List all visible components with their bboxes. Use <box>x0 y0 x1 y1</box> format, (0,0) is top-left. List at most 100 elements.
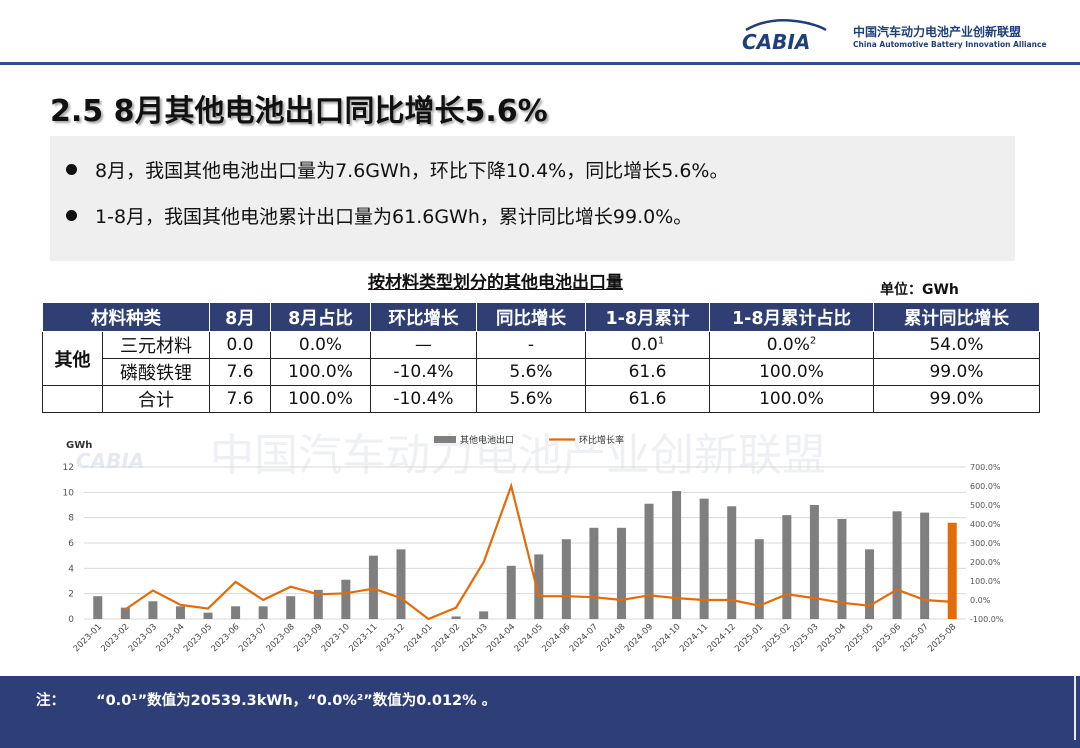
org-name-cn: 中国汽车动力电池产业创新联盟 <box>853 25 1022 39</box>
table-unit: 单位：GWh <box>880 282 959 298</box>
x-tick-label: 2024-01 <box>402 622 434 654</box>
material-cell: 磷酸铁锂 <box>102 358 210 386</box>
bar <box>231 606 241 619</box>
y-tick-label: 6 <box>68 539 74 549</box>
x-tick-label: 2024-11 <box>678 622 710 654</box>
x-tick-label: 2023-05 <box>182 622 214 654</box>
bar <box>699 498 709 619</box>
x-tick-label: 2025-08 <box>926 622 958 654</box>
x-tick-label: 2024-08 <box>595 622 627 654</box>
x-tick-label: 2023-06 <box>210 622 242 654</box>
y-axis-label: GWh <box>66 440 92 451</box>
ytd-share-cell: 100.0% <box>709 385 874 413</box>
ytd-yoy-cell: 99.0% <box>873 385 1040 413</box>
x-tick-label: 2023-07 <box>237 622 269 654</box>
aug-cell: 7.6 <box>209 358 271 386</box>
y2-tick-label: 400.0% <box>970 520 1001 529</box>
x-tick-label: 2024-06 <box>540 622 572 654</box>
ytd-cell: 61.6 <box>585 385 710 413</box>
x-tick-label: 2024-05 <box>513 622 545 654</box>
group-cell: 其他 <box>42 331 103 386</box>
bar <box>93 596 103 619</box>
ytd-share-cell: 0.0%2 <box>709 331 874 359</box>
yoy-cell: - <box>476 331 586 359</box>
header-bar: CABIA 中国汽车动力电池产业创新联盟 China Automotive Ba… <box>0 0 1080 64</box>
x-tick-label: 2024-10 <box>651 622 683 654</box>
x-tick-label: 2023-03 <box>127 622 159 654</box>
export-chart: CABIA 中国汽车动力电池产业创新联盟 0 2 4 6 8 10 12 -100.0% 0.0% 1… <box>63 430 1004 654</box>
yoy-cell: 5.6% <box>476 385 586 413</box>
bar <box>837 518 847 619</box>
bar <box>258 606 268 619</box>
ytd-value: 0.0 <box>630 335 658 355</box>
bar <box>534 554 544 619</box>
x-tick-label: 2024-02 <box>430 622 462 654</box>
x-tick-label: 2024-07 <box>568 622 600 654</box>
x-tick-label: 2023-10 <box>320 622 352 654</box>
header-divider <box>0 62 1080 65</box>
summary-bullet: 1-8月，我国其他电池累计出口量为61.6GWh，累计同比增长99.0%。 <box>66 202 692 229</box>
x-tick-label: 2025-06 <box>871 622 903 654</box>
bar <box>479 611 489 619</box>
bar <box>616 527 626 619</box>
y-tick-label: 8 <box>68 514 74 524</box>
aug-cell: 7.6 <box>209 385 271 413</box>
ytd-cell: 61.6 <box>585 358 710 386</box>
table-row: 合计 7.6 100.0% -10.4% 5.6% 61.6 100.0% 99… <box>42 385 1040 413</box>
table-header-row: 材料种类 8月 8月占比 环比增长 同比增长 1-8月累计 1-8月累计占比 累… <box>42 302 1040 332</box>
ytd-share-cell: 100.0% <box>709 358 874 386</box>
legend-bar-swatch <box>434 436 456 443</box>
cabia-logo: CABIA <box>742 19 827 52</box>
x-tick-label: 2023-08 <box>265 622 297 654</box>
summary-text: 1-8月，我国其他电池累计出口量为61.6GWh，累计同比增长99.0%。 <box>95 206 693 228</box>
org-name-en: China Automotive Battery Innovation Alli… <box>853 40 1047 49</box>
x-tick-label: 2024-12 <box>706 622 738 654</box>
legend-label: 环比增长率 <box>579 434 624 446</box>
bar <box>148 601 158 619</box>
material-cell: 合计 <box>102 385 210 413</box>
x-tick-label: 2025-05 <box>843 622 875 654</box>
y2-tick-label: 600.0% <box>970 482 1001 491</box>
bar <box>286 596 296 619</box>
legend-label: 其他电池出口 <box>460 434 514 446</box>
bar <box>782 515 792 619</box>
page-title: 2.5 8月其他电池出口同比增长5.6% <box>50 94 548 129</box>
mom-growth-line <box>124 482 953 621</box>
x-tick-label: 2023-04 <box>154 622 186 654</box>
x-tick-label: 2025-03 <box>788 622 820 654</box>
yoy-cell: 5.6% <box>476 358 586 386</box>
x-tick-label: 2025-04 <box>816 622 848 654</box>
mom-cell: -10.4% <box>370 385 477 413</box>
x-tick-label: 2023-09 <box>292 622 324 654</box>
mom-cell: — <box>370 331 477 359</box>
bullet-dot-icon <box>66 164 77 175</box>
y-tick-label: 0 <box>68 615 74 625</box>
bar <box>644 503 654 619</box>
bar <box>727 506 737 619</box>
bar <box>589 527 599 619</box>
aug-cell: 0.0 <box>209 331 271 359</box>
aug-share-cell: 100.0% <box>270 358 371 386</box>
footnote-mark: 1 <box>657 335 665 347</box>
y2-tick-label: 200.0% <box>970 558 1001 567</box>
footer-bar: 注： “0.0¹”数值为20539.3kWh，“0.0%²”数值为0.012% … <box>0 676 1080 748</box>
y-tick-label: 4 <box>68 564 74 574</box>
summary-bullet: 8月，我国其他电池出口量为7.6GWh，环比下降10.4%，同比增长5.6%。 <box>66 156 729 183</box>
y2-tick-label: 0.0% <box>970 596 991 605</box>
bar <box>451 616 461 619</box>
col-header: 累计同比增长 <box>873 302 1040 332</box>
table-title: 按材料类型划分的其他电池出口量 <box>368 273 623 293</box>
bar <box>120 607 130 619</box>
x-tick-label: 2023-12 <box>375 622 407 654</box>
y2-tick-label: -100.0% <box>970 615 1004 624</box>
x-tick-label: 2024-04 <box>485 622 517 654</box>
x-tick-label: 2025-01 <box>733 622 765 654</box>
watermark-text: 中国汽车动力电池产业创新联盟 <box>210 430 826 481</box>
summary-text: 8月，我国其他电池出口量为7.6GWh，环比下降10.4%，同比增长5.6%。 <box>95 160 729 182</box>
bar <box>865 549 875 619</box>
note-text: “0.0¹”数值为20539.3kWh，“0.0%²”数值为0.012% 。 <box>96 693 497 709</box>
bullet-dot-icon <box>66 210 77 221</box>
logo-text: CABIA <box>742 30 810 52</box>
summary-box: 8月，我国其他电池出口量为7.6GWh，环比下降10.4%，同比增长5.6%。 … <box>50 136 1015 261</box>
bar <box>754 539 764 619</box>
